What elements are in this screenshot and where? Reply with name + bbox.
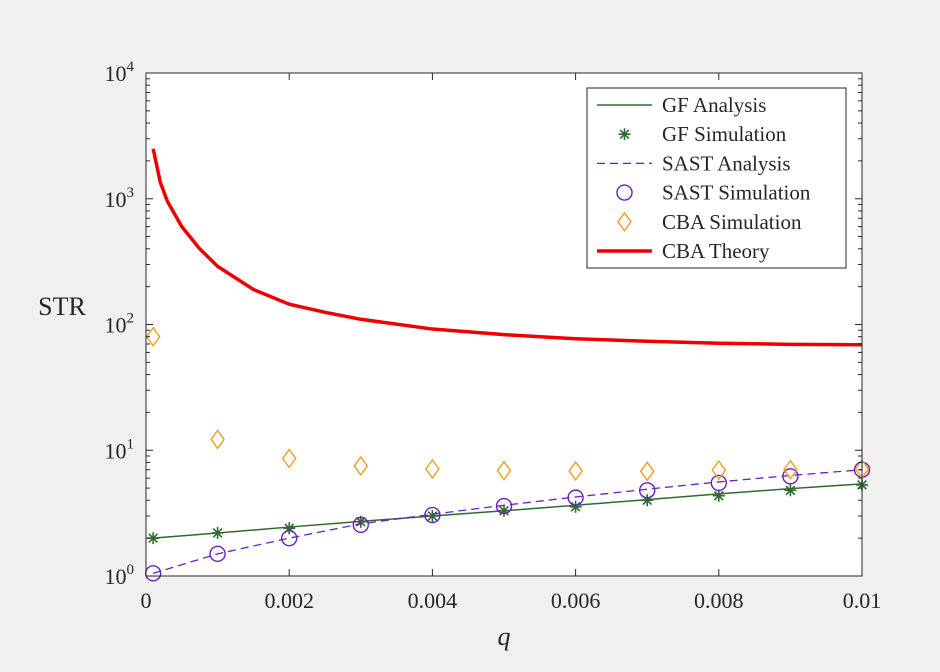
y-tick-base: 10: [105, 564, 127, 589]
y-tick-base: 10: [105, 438, 127, 463]
sast-simulation-point: [710, 474, 727, 492]
cba-simulation-point: [639, 461, 655, 482]
x-axis-label: q: [498, 622, 511, 651]
gf-simulation-point: [498, 504, 510, 517]
y-tick-label: 104: [105, 59, 135, 86]
sast-simulation-point: [495, 497, 513, 515]
cba-simulation-point: [210, 429, 225, 450]
y-tick-exponent: 1: [127, 436, 135, 452]
plot-frame: [145, 72, 863, 577]
asterisk-stroke: [785, 485, 796, 496]
sast-analysis-line: [152, 469, 863, 574]
cba-simulation-point: [281, 448, 297, 469]
cba-simulation-point: [496, 460, 512, 481]
legend-label: SAST Simulation: [662, 181, 811, 205]
sast-simulation-point: [782, 468, 799, 485]
cba-simulation-point: [711, 459, 727, 481]
x-tick-label: 0: [141, 588, 152, 613]
legend: GF Analysis GF Simulation SAST Analysis SAS…: [586, 87, 847, 269]
legend-items: GF Analysis GF Simulation SAST Analysis SAS…: [597, 93, 811, 263]
x-tick-label: 0.006: [551, 588, 601, 613]
y-tick-base: 10: [105, 187, 127, 212]
y-tick-base: 10: [105, 61, 127, 86]
x-tick-label: 0.002: [264, 588, 314, 613]
legend-symbol-gf-simulation: [618, 128, 631, 141]
gf-simulation-point: [784, 484, 797, 497]
legend-symbol-cba-simulation: [617, 211, 632, 232]
sast-simulation-point: [209, 545, 226, 563]
y-tick-label: 101: [105, 436, 135, 463]
data-layer: [144, 148, 871, 582]
legend-box: [586, 87, 847, 269]
cba-simulation-point: [353, 455, 369, 477]
gf-simulation-point: [426, 510, 439, 523]
x-tick-label: 0.008: [694, 588, 744, 613]
cba-simulation-point: [568, 460, 583, 482]
legend-label: CBA Simulation: [662, 210, 802, 234]
cba-simulation-point: [783, 459, 798, 480]
gf-simulation-point: [354, 515, 367, 528]
y-tick-label: 102: [105, 311, 135, 338]
gf-simulation-point: [712, 489, 725, 502]
gf-simulation-point: [569, 500, 582, 513]
asterisk-stroke: [427, 511, 438, 521]
sast-simulation-point: [281, 529, 298, 547]
x-tick-label: 0.01: [843, 588, 882, 613]
asterisk-stroke: [212, 528, 223, 538]
sast-simulation-point: [639, 482, 656, 499]
asterisk-stroke: [713, 490, 724, 501]
cba-theory-line: [151, 148, 863, 347]
cba-simulation-point: [145, 326, 161, 347]
y-tick-exponent: 0: [127, 562, 135, 578]
y-tick-exponent: 2: [127, 311, 135, 327]
y-axis-label: STR: [38, 292, 86, 321]
legend-label: SAST Analysis: [662, 151, 791, 175]
y-tick-label: 100: [105, 562, 135, 589]
sast-simulation-point: [424, 506, 441, 524]
legend-label: GF Analysis: [662, 93, 766, 117]
legend-label: GF Simulation: [662, 122, 787, 146]
gf-simulation-point: [211, 526, 224, 539]
asterisk-stroke: [619, 129, 630, 140]
legend-label: CBA Theory: [662, 239, 770, 263]
y-tick-base: 10: [105, 313, 127, 338]
asterisk-stroke: [148, 533, 159, 544]
cba-simulation-point: [425, 458, 440, 480]
sast-simulation-point: [352, 516, 369, 534]
legend-symbol-sast-simulation: [616, 184, 633, 201]
y-tick-exponent: 4: [127, 59, 135, 75]
y-tick-exponent: 3: [127, 185, 135, 201]
y-tick-label: 103: [105, 185, 135, 212]
x-tick-label: 0.004: [408, 588, 458, 613]
sast-simulation-point: [567, 489, 584, 506]
